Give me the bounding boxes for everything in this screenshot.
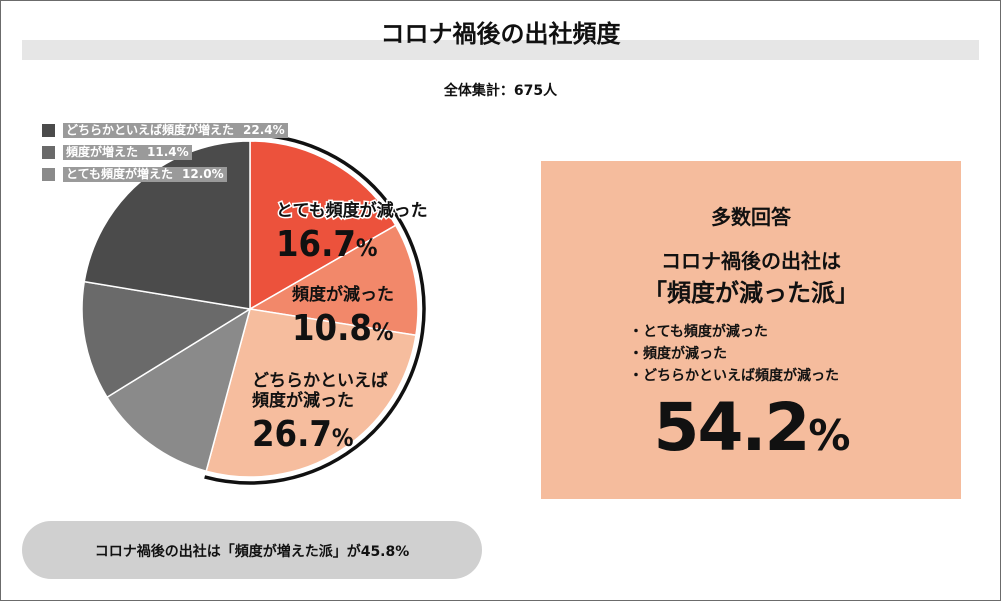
panel-list-item: どちらかといえば頻度が減った	[629, 365, 839, 387]
panel-heading: 多数回答	[711, 205, 791, 229]
slice-label: とても頻度が減った	[276, 200, 428, 221]
slice-value: 16.7%	[276, 224, 378, 265]
slice-label: 頻度が減った	[291, 284, 394, 305]
legend-item: とても頻度が増えた 12.0%	[42, 163, 288, 185]
pie-slice	[106, 307, 252, 473]
footer-pill: コロナ禍後の出社は「頻度が増えた派」が45.8%	[22, 521, 482, 579]
legend-label: とても頻度が増えた	[63, 166, 177, 182]
panel-total-value: 54.2	[653, 389, 811, 466]
pie-slice	[247, 224, 419, 337]
legend-swatch	[42, 123, 55, 137]
legend-label: 頻度が増えた	[63, 144, 142, 160]
slice-value: 10.8%	[292, 308, 394, 349]
decrease-group-outline	[204, 133, 426, 485]
slice-label: どちらかといえば	[252, 371, 388, 391]
slice-label: 頻度が減った	[251, 390, 354, 411]
panel-list-item: 頻度が減った	[629, 343, 839, 365]
pie-slice	[205, 308, 417, 478]
legend-item: どちらかといえば頻度が増えた 22.4%	[42, 119, 288, 141]
legend: どちらかといえば頻度が増えた 22.4% 頻度が増えた 11.4% とても頻度が…	[42, 119, 288, 185]
summary-panel: 多数回答 コロナ禍後の出社は 「頻度が減った派」 とても頻度が減った 頻度が減っ…	[541, 161, 961, 499]
legend-swatch	[42, 145, 55, 159]
pie-slice	[81, 280, 253, 399]
footer-text: コロナ禍後の出社は「頻度が増えた派」が45.8%	[94, 544, 410, 560]
chart-title: コロナ禍後の出社頻度	[380, 20, 621, 48]
legend-value: 22.4%	[237, 122, 288, 138]
legend-item: 頻度が増えた 11.4%	[42, 141, 288, 163]
panel-line-1: コロナ禍後の出社は	[661, 249, 841, 273]
panel-list-item: とても頻度が減った	[629, 321, 839, 343]
legend-swatch	[42, 167, 55, 181]
slice-value: 26.7%	[252, 414, 354, 455]
legend-value: 11.4%	[141, 144, 192, 160]
legend-value: 12.0%	[176, 166, 227, 182]
title-band	[22, 40, 979, 60]
panel-total-unit: %	[808, 411, 850, 460]
panel-total: 54.2%	[541, 389, 961, 466]
chart-subtitle: 全体集計：675人	[443, 83, 558, 99]
legend-label: どちらかといえば頻度が増えた	[63, 122, 238, 138]
pie-slice	[249, 140, 397, 311]
panel-list: とても頻度が減った 頻度が減った どちらかといえば頻度が減った	[629, 321, 839, 387]
panel-line-2: 「頻度が減った派」	[643, 279, 859, 307]
